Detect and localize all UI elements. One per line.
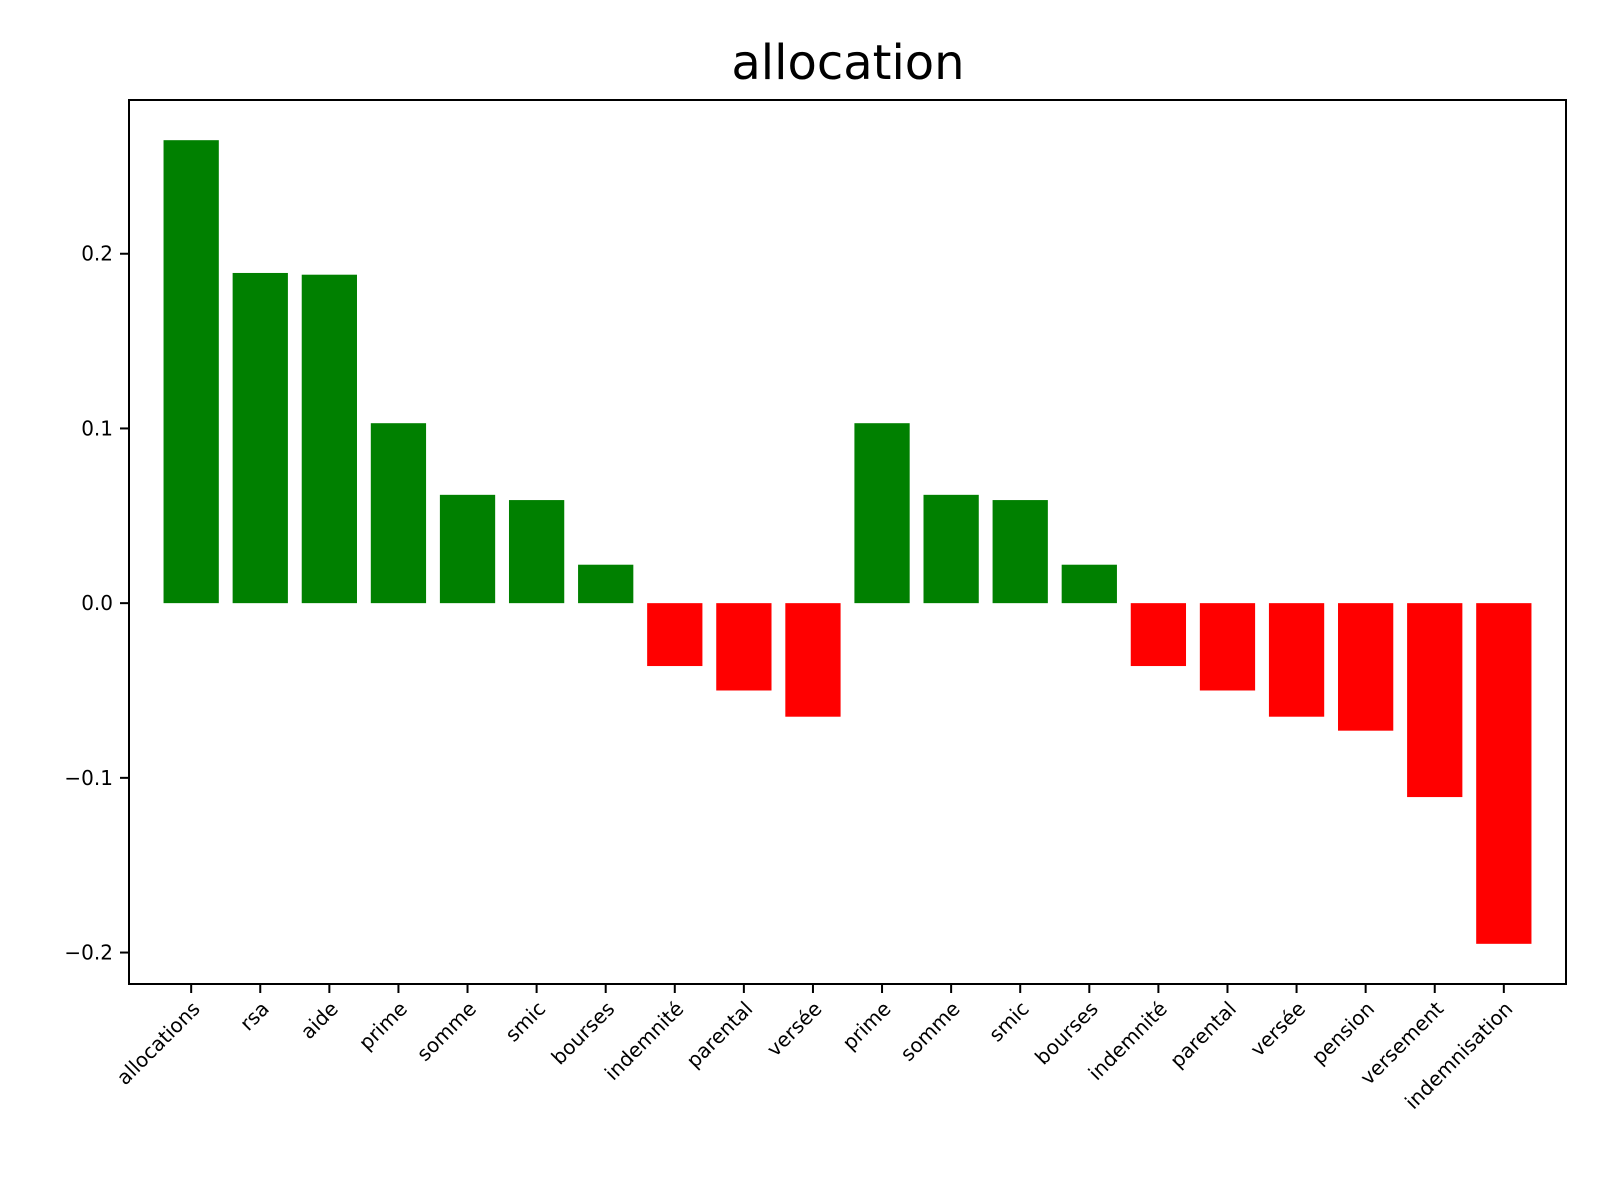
y-tick-label: −0.2 bbox=[64, 941, 113, 965]
chart-title: allocation bbox=[731, 35, 964, 91]
x-tick-label: somme bbox=[412, 997, 481, 1066]
x-tick-label: prime bbox=[837, 997, 895, 1055]
x-tick-label: allocations bbox=[112, 997, 205, 1090]
y-tick-label: 0.1 bbox=[81, 416, 113, 440]
x-tick-label: smic bbox=[500, 997, 550, 1047]
bar-versée bbox=[1268, 603, 1325, 717]
bar-somme bbox=[923, 494, 979, 604]
bar-pension bbox=[1338, 603, 1394, 731]
bar-prime bbox=[370, 423, 427, 604]
bar-allocations bbox=[163, 140, 219, 604]
x-tick-label: somme bbox=[895, 997, 964, 1066]
bar-prime bbox=[854, 423, 910, 604]
bar-versée bbox=[785, 603, 841, 717]
x-tick-label: parental bbox=[681, 997, 757, 1073]
bar-parental bbox=[716, 603, 772, 691]
bar-indemnité bbox=[647, 603, 703, 667]
x-tick-label: smic bbox=[984, 997, 1034, 1047]
x-tick-label: aide bbox=[296, 997, 343, 1044]
bar-smic bbox=[508, 500, 565, 604]
y-tick-label: 0.2 bbox=[81, 242, 113, 266]
bar-bourses bbox=[578, 564, 634, 604]
plot-frame bbox=[128, 99, 1567, 985]
bar-somme bbox=[439, 494, 496, 604]
bars-layer bbox=[163, 140, 1532, 944]
y-axis: −0.2 −0.1 0.0 0.1 0.2 bbox=[64, 242, 129, 965]
x-tick-label: versée bbox=[762, 997, 827, 1062]
bar-versement bbox=[1407, 603, 1463, 798]
bar-parental bbox=[1199, 603, 1256, 691]
bar-smic bbox=[992, 500, 1048, 604]
x-axis: allocations rsa aide prime somme smicboursesi… bbox=[112, 984, 1517, 1114]
x-tick-label: prime bbox=[354, 997, 412, 1055]
x-tick-label: versée bbox=[1245, 997, 1310, 1062]
x-tick-label: rsa bbox=[235, 997, 274, 1036]
bar-rsa bbox=[232, 272, 288, 604]
y-tick-label: 0.0 bbox=[81, 591, 113, 615]
bar-bourses bbox=[1061, 564, 1117, 604]
bar-indemnité bbox=[1130, 603, 1187, 667]
bar-indemnisation bbox=[1476, 603, 1532, 944]
y-tick-label: −0.1 bbox=[64, 766, 113, 790]
x-tick-label: parental bbox=[1165, 997, 1241, 1073]
bar-aide bbox=[301, 274, 357, 604]
